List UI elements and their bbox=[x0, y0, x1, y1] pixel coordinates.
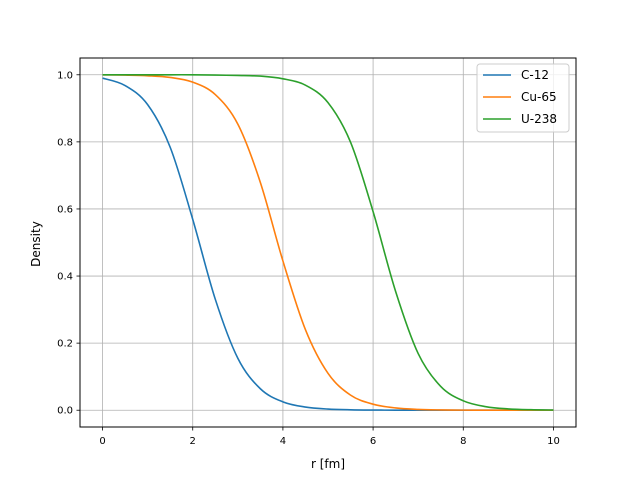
y-tick-label: 0.6 bbox=[57, 204, 73, 215]
y-axis-label: Density bbox=[29, 221, 43, 267]
series-line-u-238 bbox=[102, 73, 554, 411]
x-axis-label: r [fm] bbox=[311, 457, 345, 471]
x-tick-label: 8 bbox=[460, 436, 466, 447]
axes-frame bbox=[79, 57, 577, 428]
legend: C-12 Cu-65 U-238 bbox=[476, 63, 570, 133]
x-tick-label: 0 bbox=[99, 436, 105, 447]
y-tick-label: 1.0 bbox=[57, 70, 73, 81]
series-lines bbox=[102, 73, 554, 412]
legend-label-c-12: C-12 bbox=[521, 68, 549, 82]
y-tick-label: 0.4 bbox=[57, 272, 73, 283]
x-tick-label: 10 bbox=[547, 436, 560, 447]
x-tick-label: 4 bbox=[280, 436, 286, 447]
legend-label-cu-65: Cu-65 bbox=[521, 90, 557, 104]
x-tick-label: 6 bbox=[370, 436, 376, 447]
legend-box bbox=[476, 63, 570, 133]
x-tick-label: 2 bbox=[190, 436, 196, 447]
y-tick-label: 0.0 bbox=[57, 406, 73, 417]
x-axis-ticks: 0 2 4 6 8 10 bbox=[99, 427, 560, 447]
y-tick-label: 0.8 bbox=[57, 137, 73, 148]
series-line-cu-65 bbox=[102, 73, 554, 412]
legend-label-u-238: U-238 bbox=[521, 112, 557, 126]
y-tick-label: 0.2 bbox=[57, 339, 73, 350]
grid bbox=[80, 58, 576, 427]
y-axis-ticks: 0.0 0.2 0.4 0.6 0.8 1.0 bbox=[57, 70, 80, 417]
